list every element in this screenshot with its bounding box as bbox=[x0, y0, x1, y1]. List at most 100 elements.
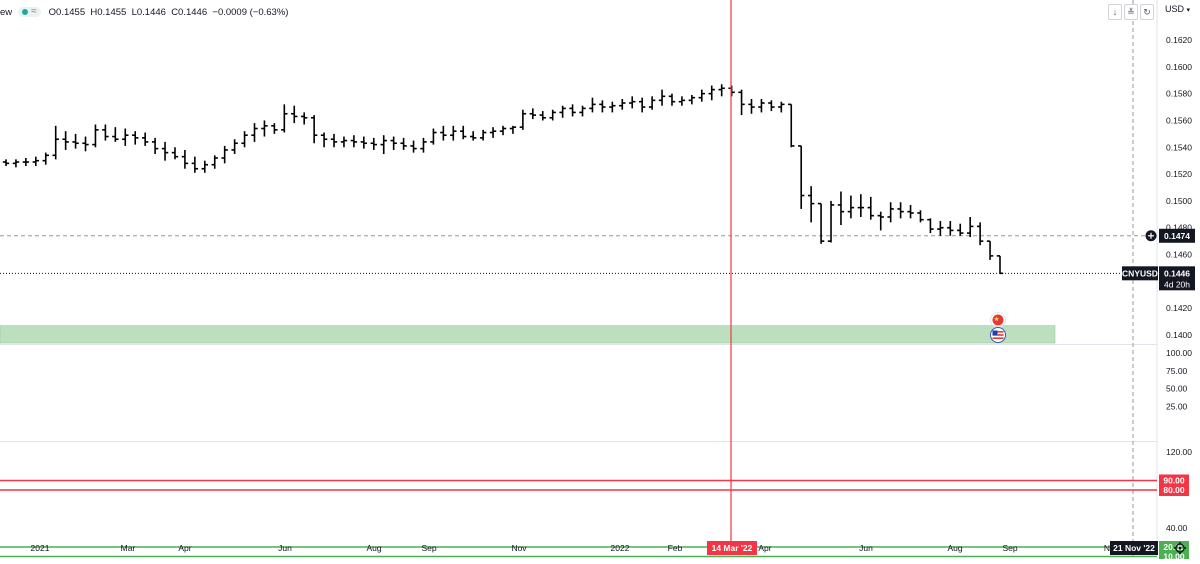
price-ticks: 0.1620 0.1600 0.1580 0.1560 0.1540 0.1520 0.15… bbox=[1166, 35, 1192, 340]
level-badge-text: 10.00 bbox=[1163, 552, 1185, 560]
indicator-tick-label: 50.00 bbox=[1166, 384, 1188, 394]
ohlc-bar bbox=[291, 105, 298, 124]
time-tick-label: Apr bbox=[178, 543, 191, 553]
ohlc-bar bbox=[758, 99, 765, 113]
price-tick-label: 0.1480 bbox=[1166, 223, 1192, 233]
end-date-badge: 21 Nov '22 bbox=[1110, 541, 1158, 555]
down-arrow-button[interactable]: ↓ bbox=[1108, 4, 1122, 20]
ohlc-bar bbox=[877, 211, 884, 231]
refresh-icon: ↻ bbox=[1143, 7, 1151, 17]
ohlc-bar bbox=[181, 149, 189, 169]
ohlc-bar bbox=[817, 202, 825, 244]
collapse-button[interactable]: ≚ bbox=[1124, 4, 1138, 20]
ohlc-legend: ew ≈ O0.1455 H0.1455 L0.1446 C0.1446 −0.… bbox=[0, 4, 294, 20]
market-open-icon bbox=[22, 9, 29, 15]
ohlc-bar bbox=[728, 85, 735, 97]
ohlc-bar bbox=[718, 84, 725, 97]
support-zone[interactable] bbox=[0, 325, 1056, 344]
ohlc-bar bbox=[947, 221, 954, 236]
status-indicator[interactable]: ≈ bbox=[18, 7, 41, 17]
price-tick-label: 0.1420 bbox=[1166, 303, 1192, 313]
ohlc-bar bbox=[281, 104, 288, 133]
ohlc-bar bbox=[132, 131, 139, 145]
ohlc-bar bbox=[211, 155, 218, 169]
time-tick-label: N bbox=[1104, 543, 1110, 553]
level-badge-text: 80.00 bbox=[1163, 485, 1185, 495]
ohlc-bars bbox=[2, 84, 1004, 275]
countdown-text: 4d 20h bbox=[1164, 279, 1190, 289]
price-tick-label: 0.1400 bbox=[1166, 330, 1192, 340]
time-tick-label: Aug bbox=[366, 543, 381, 553]
ohlc-bar bbox=[301, 112, 308, 125]
ohlc-bar bbox=[72, 133, 79, 149]
ohlc-values: O0.1455 H0.1455 L0.1446 C0.1446 −0.0009 … bbox=[48, 6, 289, 18]
symbol-text: CNYUSD bbox=[1122, 268, 1158, 278]
ohlc-bar bbox=[92, 124, 99, 148]
time-tick-label: Aug bbox=[947, 543, 962, 553]
price-tick-label: 0.1520 bbox=[1166, 169, 1192, 179]
settings-gear-icon[interactable] bbox=[1174, 542, 1186, 554]
time-tick-label: Jun bbox=[278, 543, 292, 553]
currency-selector[interactable]: USD ▾ bbox=[1165, 4, 1190, 14]
ohlc-bar bbox=[161, 141, 169, 161]
ohlc-bar bbox=[976, 222, 984, 246]
time-tick-label: Apr bbox=[758, 543, 771, 553]
ohlc-bar bbox=[440, 125, 447, 141]
add-plus-icon[interactable] bbox=[1145, 230, 1157, 242]
ohlc-bar bbox=[788, 103, 795, 148]
ohlc-bar bbox=[271, 123, 278, 134]
ohlc-bar bbox=[450, 125, 457, 141]
ohlc-bar bbox=[748, 99, 755, 114]
last-price-text: 0.1446 bbox=[1164, 268, 1190, 278]
ohlc-bar bbox=[221, 145, 228, 164]
time-tick-label: Sep bbox=[421, 543, 436, 553]
ohlc-bar bbox=[559, 105, 566, 118]
ohlc-bar bbox=[42, 152, 49, 165]
ohlc-bar bbox=[102, 124, 109, 141]
ohlc-bar bbox=[469, 131, 477, 141]
ohlc-bar bbox=[638, 97, 646, 113]
collapse-icon: ≚ bbox=[1127, 7, 1135, 17]
crosshair-price-text: 0.1474 bbox=[1164, 231, 1190, 241]
ohlc-bar bbox=[549, 109, 556, 121]
cn-flag-icon[interactable] bbox=[990, 312, 1006, 328]
currency-label: USD bbox=[1165, 4, 1185, 14]
ohlc-bar bbox=[957, 223, 964, 236]
ohlc-bar bbox=[927, 218, 934, 234]
end-date-text: 21 Nov '22 bbox=[1113, 543, 1155, 553]
ohlc-bar bbox=[668, 93, 676, 106]
ohlc-bar bbox=[330, 133, 338, 148]
time-tick-label: Jun bbox=[859, 543, 873, 553]
ohlc-bar bbox=[2, 159, 10, 167]
ohlc-bar bbox=[698, 89, 705, 102]
ohlc-bar bbox=[82, 136, 89, 152]
ohlc-bar bbox=[12, 159, 20, 168]
level-badge-text: 20.00 bbox=[1163, 542, 1185, 552]
price-tick-label: 0.1500 bbox=[1166, 196, 1192, 206]
us-flag-icon[interactable] bbox=[990, 327, 1006, 343]
ohlc-bar bbox=[22, 158, 30, 167]
refresh-button[interactable]: ↻ bbox=[1140, 4, 1154, 20]
indicator-tick-label: 100.00 bbox=[1166, 348, 1192, 358]
level-badge: 90.00 bbox=[1159, 474, 1189, 487]
ohlc-bar bbox=[688, 94, 696, 105]
ohlc-bar bbox=[231, 139, 238, 154]
ohlc-bar bbox=[986, 240, 994, 260]
ohlc-bar bbox=[420, 137, 427, 153]
ohlc-bar bbox=[807, 186, 815, 223]
ohlc-bar bbox=[400, 137, 407, 150]
ohlc-bar bbox=[738, 89, 745, 116]
ohlc-bar bbox=[201, 160, 208, 173]
ohlc-bar bbox=[141, 132, 149, 146]
ohlc-bar bbox=[390, 136, 397, 150]
ohlc-bar bbox=[350, 135, 358, 148]
level-badge-text: 90.00 bbox=[1163, 476, 1185, 486]
indicator-pane-1: 100.00 75.00 50.00 25.00 bbox=[1166, 348, 1192, 411]
time-tick-label: 2021 bbox=[31, 543, 50, 553]
price-tick-label: 0.1580 bbox=[1166, 89, 1192, 99]
ohlc-bar bbox=[241, 131, 248, 148]
ohlc-bar bbox=[648, 96, 656, 110]
ohlc-bar bbox=[360, 136, 368, 149]
